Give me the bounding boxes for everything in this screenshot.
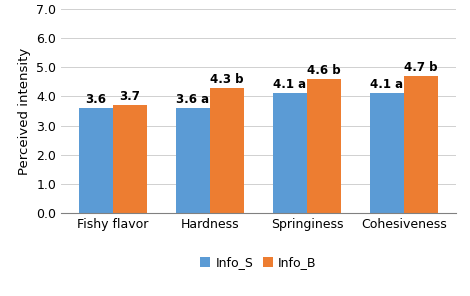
Text: 4.3 b: 4.3 b — [210, 73, 244, 86]
Text: 4.1 a: 4.1 a — [370, 78, 404, 91]
Bar — [113, 105, 147, 213]
Bar — [273, 94, 307, 213]
Y-axis label: Perceived intensity: Perceived intensity — [18, 47, 31, 175]
Bar — [210, 88, 244, 213]
Text: 4.7 b: 4.7 b — [404, 61, 438, 74]
Text: 4.6 b: 4.6 b — [307, 64, 341, 77]
Bar — [176, 108, 210, 213]
Text: 3.6 a: 3.6 a — [176, 93, 210, 106]
Text: 3.6: 3.6 — [86, 93, 107, 106]
Text: 4.1 a: 4.1 a — [274, 78, 306, 91]
Bar — [307, 79, 341, 213]
Legend: Info_S, Info_B: Info_S, Info_B — [200, 256, 317, 269]
Bar — [404, 76, 438, 213]
Bar — [79, 108, 113, 213]
Text: 3.7: 3.7 — [119, 90, 141, 103]
Bar — [370, 94, 404, 213]
